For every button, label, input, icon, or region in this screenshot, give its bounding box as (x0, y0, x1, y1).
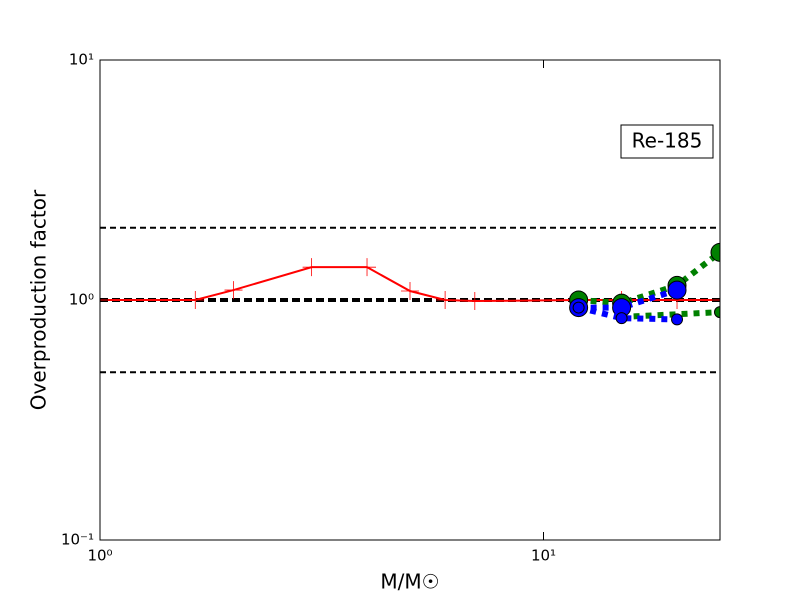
point-marker (436, 291, 455, 309)
point-marker (465, 292, 484, 311)
point-marker (671, 313, 684, 326)
point-marker (710, 242, 720, 262)
point-marker (714, 306, 720, 319)
point-marker (224, 281, 243, 300)
series-line (577, 304, 678, 323)
y-tick-label: 10⁰ (69, 291, 94, 309)
point-marker (572, 301, 585, 314)
x-axis-label: M/M☉ (380, 570, 439, 594)
point-marker (615, 312, 628, 325)
plot-area (100, 226, 720, 374)
point-marker (667, 280, 687, 300)
annotation: Re-185 (632, 129, 703, 153)
point-marker (186, 291, 205, 309)
point-marker (358, 258, 377, 277)
y-axis-label: Overproduction factor (27, 189, 51, 410)
annotation-box (620, 124, 714, 159)
x-tick-label: 10⁰ (87, 547, 112, 565)
point-marker (302, 258, 321, 277)
y-tick-label: 10¹ (69, 51, 94, 69)
x-tick-label: 10¹ (531, 547, 556, 565)
point-marker (401, 282, 419, 301)
series-line (578, 249, 720, 307)
series-line (578, 287, 678, 311)
y-tick-label: 10⁻¹ (61, 531, 94, 549)
